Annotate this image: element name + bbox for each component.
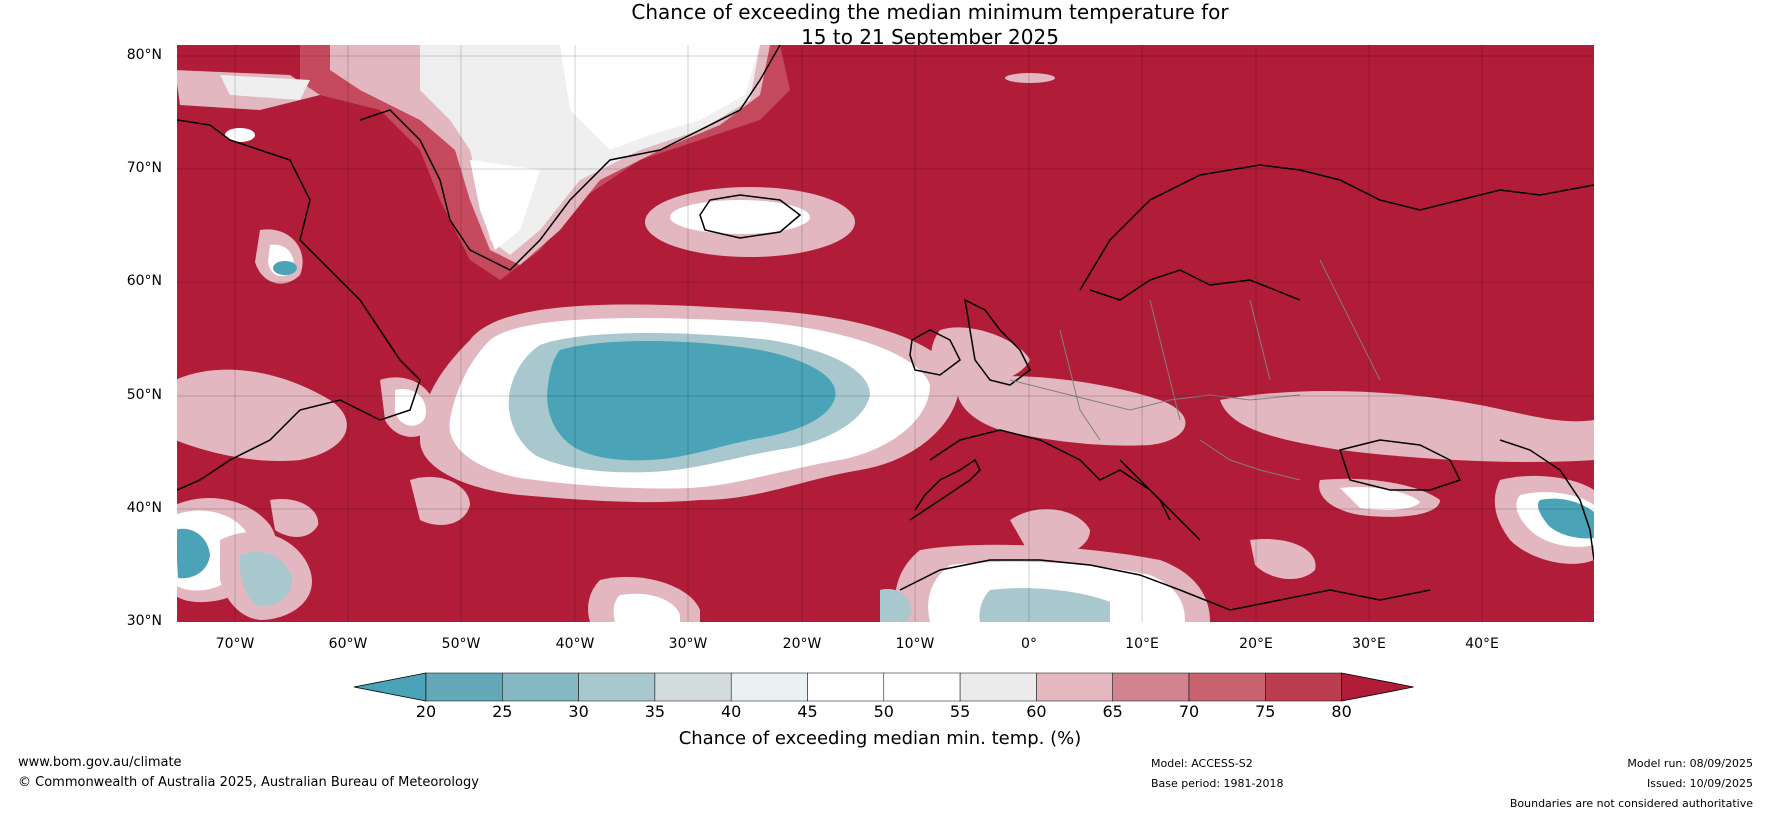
map-title: Chance of exceeding the median minimum t… xyxy=(0,0,1770,50)
colorbar-segment-60-65 xyxy=(1036,672,1113,702)
colorbar-segment-40-45 xyxy=(730,672,808,702)
coastlines xyxy=(177,45,1594,611)
colorbar-tick-30: 30 xyxy=(568,702,589,721)
colorbar-segment-30-35 xyxy=(578,672,656,702)
lat-label-80n: 80°N xyxy=(126,47,162,63)
lon-label-40w: 40°W xyxy=(555,636,595,652)
colorbar-segment-20-25 xyxy=(425,672,503,702)
footer-copyright: © Commonwealth of Australia 2025, Austra… xyxy=(18,775,479,790)
lon-label-40e: 40°E xyxy=(1465,636,1499,652)
colorbar-label: Chance of exceeding median min. temp. (%… xyxy=(678,728,1082,749)
lon-label-60w: 60°W xyxy=(328,636,368,652)
colorbar-segment-70-75 xyxy=(1188,672,1266,702)
colorbar-tick-60: 60 xyxy=(1026,702,1047,721)
colorbar-tick-25: 25 xyxy=(492,702,513,721)
colorbar-tick-50: 50 xyxy=(873,702,894,721)
colorbar-segment-75-80 xyxy=(1265,672,1342,702)
lat-label-60n: 60°N xyxy=(126,273,162,289)
colorbar-tick-75: 75 xyxy=(1255,702,1276,721)
colorbar-tick-55: 55 xyxy=(949,702,971,721)
iceland-region xyxy=(645,187,855,257)
colorbar-segment-45-50 xyxy=(807,672,885,702)
footer-base-period: Base period: 1981-2018 xyxy=(1151,777,1284,790)
colorbar-tick-20: 20 xyxy=(415,702,437,721)
colorbar-segment-50-55 xyxy=(883,672,961,702)
western-europe-region xyxy=(931,327,1594,557)
colorbar-tick-80: 80 xyxy=(1331,702,1352,721)
lon-label-0: 0° xyxy=(1021,636,1037,652)
footer-model: Model: ACCESS-S2 xyxy=(1151,757,1253,770)
colorbar-tick-45: 45 xyxy=(797,702,818,721)
graticule xyxy=(177,45,1594,622)
lon-label-10e: 10°E xyxy=(1125,636,1159,652)
colorbar-tick-35: 35 xyxy=(644,702,666,721)
colorbar-extend-low xyxy=(353,672,427,702)
lon-label-20w: 20°W xyxy=(782,636,822,652)
colorbar xyxy=(353,672,1414,702)
map-title-line-1: Chance of exceeding the median minimum t… xyxy=(631,0,1229,24)
footer-disclaimer: Boundaries are not considered authoritat… xyxy=(1509,797,1753,810)
lat-label-50n: 50°N xyxy=(126,387,162,403)
footer-model-run: Model run: 08/09/2025 xyxy=(1627,757,1753,770)
mid-atlantic-south-region xyxy=(410,476,700,622)
colorbar-extend-high xyxy=(1341,672,1414,702)
colorbar-segment-25-30 xyxy=(502,672,579,702)
lon-label-50w: 50°W xyxy=(441,636,481,652)
lon-label-20e: 20°E xyxy=(1239,636,1273,652)
north-africa-region xyxy=(880,544,1210,622)
black-sea-region xyxy=(1250,475,1594,580)
arctic-small-features xyxy=(225,73,1055,142)
colorbar-tick-40: 40 xyxy=(721,702,742,721)
colorbar-tick-65: 65 xyxy=(1102,702,1123,721)
north-atlantic-region xyxy=(420,304,960,503)
lat-label-40n: 40°N xyxy=(126,500,162,516)
lat-label-30n: 30°N xyxy=(126,613,162,629)
country-borders xyxy=(1009,259,1381,481)
footer-issued: Issued: 10/09/2025 xyxy=(1646,777,1753,790)
colorbar-segment-35-40 xyxy=(654,672,732,702)
lon-label-10w: 10°W xyxy=(895,636,935,652)
lat-label-70n: 70°N xyxy=(126,160,162,176)
greenland-region xyxy=(177,45,790,280)
colorbar-segment-55-60 xyxy=(959,672,1037,702)
colorbar-tick-70: 70 xyxy=(1178,702,1200,721)
southwest-atlantic-region xyxy=(177,498,319,620)
lon-label-30w: 30°W xyxy=(668,636,708,652)
lon-label-30e: 30°E xyxy=(1352,636,1386,652)
lon-label-70w: 70°W xyxy=(215,636,255,652)
footer-website: www.bom.gov.au/climate xyxy=(18,755,182,770)
colorbar-segment-65-70 xyxy=(1112,672,1190,702)
